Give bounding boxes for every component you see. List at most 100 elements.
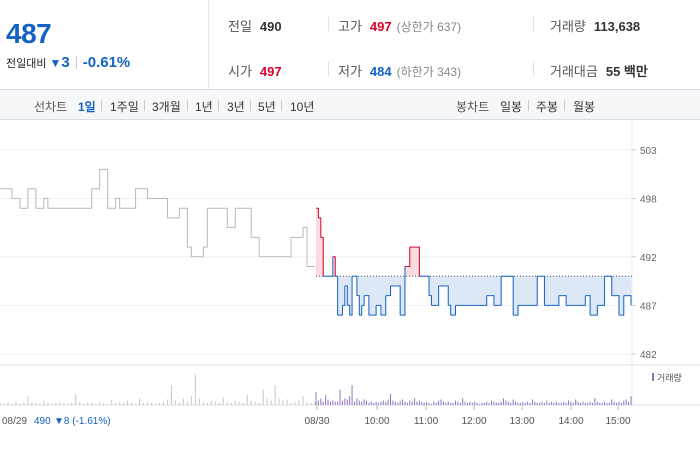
today-line-segment bbox=[388, 285, 392, 297]
today-line-segment bbox=[397, 285, 401, 316]
down-fill bbox=[340, 276, 343, 316]
change-amount: 3 bbox=[61, 54, 70, 71]
tab-3year[interactable]: 3년 bbox=[227, 100, 245, 114]
down-fill bbox=[532, 276, 536, 306]
down-fill bbox=[474, 276, 478, 306]
tab-1day[interactable]: 1일 bbox=[78, 100, 96, 114]
divider bbox=[533, 62, 534, 76]
today-line-segment bbox=[429, 295, 432, 306]
today-line-segment bbox=[594, 305, 598, 316]
down-fill bbox=[373, 276, 377, 316]
divider bbox=[328, 62, 329, 76]
down-fill bbox=[366, 276, 370, 296]
today-line-segment bbox=[587, 295, 591, 316]
down-fill bbox=[337, 276, 341, 316]
y-tick-label: 482 bbox=[640, 350, 657, 361]
divider bbox=[187, 100, 188, 111]
down-fill bbox=[563, 276, 567, 296]
lower-limit: (하한가 343) bbox=[396, 65, 462, 79]
up-fill bbox=[316, 208, 319, 277]
down-fill bbox=[534, 276, 538, 306]
down-fill bbox=[566, 276, 569, 306]
down-fill bbox=[368, 276, 372, 316]
today-line-segment bbox=[318, 217, 322, 238]
today-line-segment bbox=[354, 275, 358, 296]
tab-weekly[interactable]: 주봉 bbox=[536, 100, 559, 114]
down-fill bbox=[467, 276, 471, 306]
today-line-segment bbox=[602, 276, 606, 306]
down-fill bbox=[520, 276, 524, 306]
down-fill bbox=[493, 276, 497, 306]
tab-daily[interactable]: 일봉 bbox=[500, 100, 523, 114]
up-fill bbox=[414, 247, 418, 277]
x-label-prev-day: 08/29 bbox=[2, 416, 27, 427]
down-fill bbox=[575, 276, 579, 306]
tab-1year[interactable]: 1년 bbox=[195, 100, 213, 114]
down-fill bbox=[481, 276, 485, 306]
amount-value: 55 백만 bbox=[605, 64, 648, 79]
today-line-segment bbox=[402, 266, 406, 316]
tab-monthly[interactable]: 월봉 bbox=[573, 100, 596, 114]
baseline-fills bbox=[316, 208, 632, 316]
line-chart-title: 선차트 bbox=[34, 100, 68, 114]
down-fill bbox=[378, 276, 382, 306]
down-fill bbox=[515, 276, 519, 316]
down-fill bbox=[580, 276, 584, 306]
down-fill bbox=[592, 276, 596, 316]
today-line-segment bbox=[347, 304, 351, 316]
down-fill bbox=[491, 276, 495, 296]
today-line-segment bbox=[366, 295, 370, 316]
up-fill bbox=[318, 217, 322, 277]
prev-day-change: ▼8 (-1.61%) bbox=[54, 416, 111, 427]
today-line-segment bbox=[332, 256, 336, 277]
down-fill bbox=[385, 276, 389, 296]
tab-5year[interactable]: 5년 bbox=[258, 100, 276, 114]
down-fill bbox=[443, 276, 447, 286]
down-fill bbox=[530, 276, 533, 306]
down-fill bbox=[349, 276, 353, 316]
down-fill bbox=[392, 276, 396, 286]
today-line-segment bbox=[320, 236, 324, 277]
today-line-segment bbox=[628, 295, 632, 306]
today-line-segment bbox=[383, 295, 387, 316]
down-fill bbox=[522, 276, 526, 306]
down-fill bbox=[626, 276, 629, 296]
tab-3month[interactable]: 3개월 bbox=[152, 100, 181, 114]
today-line-segment bbox=[407, 247, 411, 268]
x-tick-label: 13:00 bbox=[509, 416, 534, 427]
open-stat: 시가 497 bbox=[228, 61, 282, 80]
today-line-segment bbox=[534, 276, 538, 306]
today-line-segment bbox=[498, 276, 502, 306]
tab-1week[interactable]: 1주일 bbox=[110, 100, 139, 114]
down-fill bbox=[450, 276, 454, 316]
period-tab-bar: 선차트 1일 1주일 3개월 1년 3년 5년 10년 봉차트 일봉 주봉 월봉 bbox=[0, 90, 700, 120]
today-line-segment bbox=[484, 295, 488, 306]
down-fill bbox=[551, 276, 555, 306]
today-line-segment bbox=[556, 295, 560, 306]
high-value: 497 bbox=[369, 19, 392, 34]
change-row: 전일대비 ▼ 3 -0.61% bbox=[6, 54, 130, 71]
down-fill bbox=[568, 276, 572, 306]
down-fill bbox=[597, 276, 601, 306]
tab-10year[interactable]: 10년 bbox=[290, 100, 315, 114]
change-label: 전일대비 bbox=[6, 57, 47, 70]
divider bbox=[528, 100, 529, 111]
down-fill bbox=[361, 276, 365, 306]
down-fill bbox=[479, 276, 483, 306]
down-fill bbox=[585, 276, 589, 296]
down-fill bbox=[469, 276, 473, 306]
down-fill bbox=[383, 276, 387, 316]
today-line-segment bbox=[330, 256, 334, 277]
y-tick-label: 498 bbox=[640, 194, 657, 205]
today-line-segment bbox=[342, 285, 346, 306]
down-fill bbox=[388, 276, 391, 296]
low-stat: 저가 484 (하한가 343) bbox=[338, 61, 461, 80]
down-fill bbox=[623, 276, 627, 296]
down-fill bbox=[438, 276, 442, 286]
today-line-segment bbox=[344, 285, 348, 306]
down-fill bbox=[621, 276, 625, 316]
low-label: 저가 bbox=[338, 64, 362, 79]
down-fill bbox=[489, 276, 492, 296]
amount-label: 거래대금 bbox=[550, 64, 598, 79]
